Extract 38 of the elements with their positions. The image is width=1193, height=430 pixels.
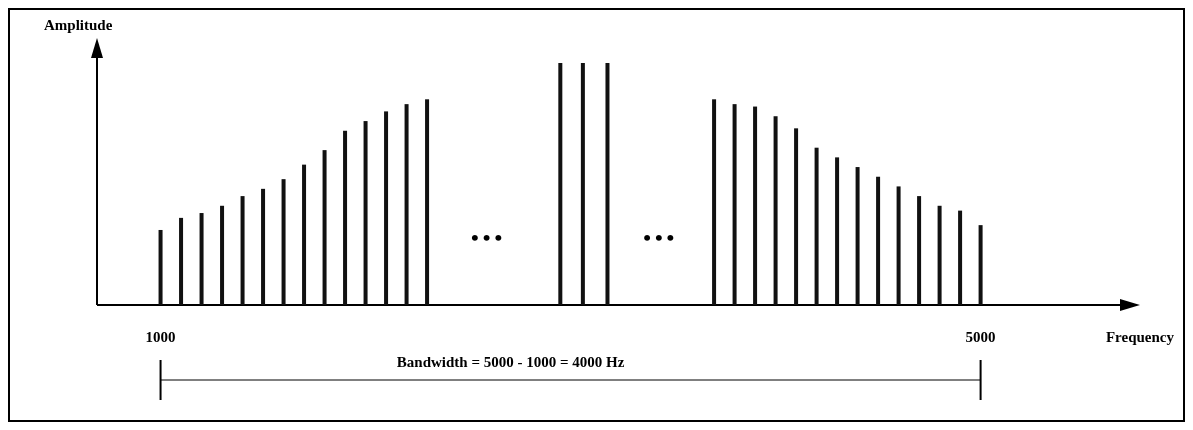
bar [558,63,563,305]
bar [814,147,819,305]
bar [876,176,881,305]
bar [240,196,245,305]
x-tick-label: 1000 [145,329,176,345]
text: Bandwidth = 5000 - 1000 = 4000 Hz [396,354,625,370]
bar [855,167,860,305]
bar [220,205,225,305]
y-axis-title: Amplitude [44,17,113,33]
bar [281,179,286,305]
bar [302,164,307,305]
bar [794,128,799,305]
bar [261,188,266,305]
annotation: ••• [643,225,679,250]
bar [404,104,409,305]
bar [937,205,942,305]
bar [425,99,430,305]
bar [835,157,840,305]
bar [896,186,901,305]
x-axis-title: Frequency [1105,329,1175,345]
bar [773,116,778,305]
bar [605,63,610,305]
bar [199,213,204,305]
bar [917,196,922,305]
bar [580,63,585,305]
bar [363,121,368,305]
bar [322,150,327,305]
annotation: ••• [471,225,507,250]
bar [179,217,184,305]
x-tick-label: 5000 [965,329,996,345]
bar [712,99,717,305]
bar [978,225,983,305]
bar [753,106,758,305]
bar [732,104,737,305]
bar [958,210,963,305]
bar [384,111,389,305]
bar [158,229,163,305]
bar [343,130,348,305]
